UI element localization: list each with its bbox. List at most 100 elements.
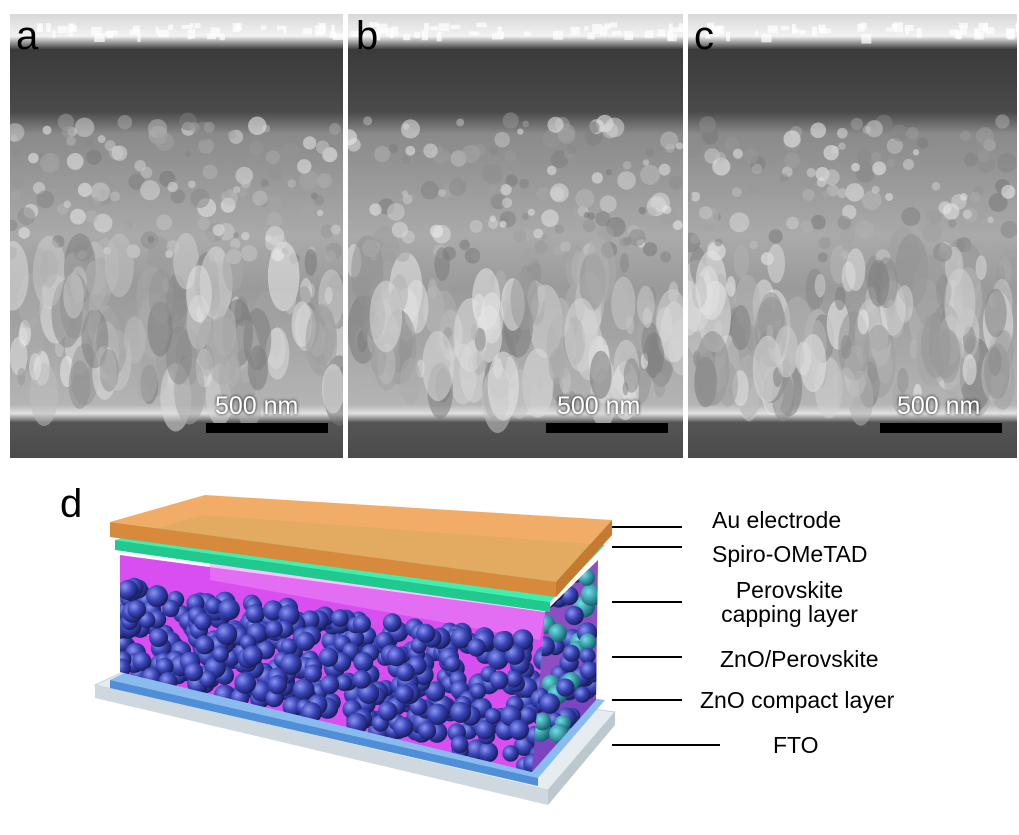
- sphere: [352, 670, 371, 689]
- grain: [660, 132, 678, 150]
- grain: [780, 174, 789, 183]
- grain: [422, 331, 454, 401]
- top-grain: [439, 23, 450, 31]
- grain: [592, 172, 603, 183]
- grain: [903, 159, 914, 170]
- grain: [837, 216, 851, 230]
- top-grain: [819, 25, 826, 34]
- grain: [749, 241, 757, 249]
- grain: [387, 203, 405, 221]
- grain: [654, 372, 666, 397]
- grain: [976, 127, 994, 145]
- grain: [917, 138, 928, 149]
- sphere: [280, 654, 302, 676]
- top-grain: [469, 31, 480, 35]
- grain: [595, 211, 610, 226]
- top-grain: [672, 27, 682, 32]
- grain: [871, 152, 881, 162]
- grain: [997, 153, 1016, 172]
- layer-label: ZnO/Perovskite: [720, 647, 879, 671]
- sem-image: [341, 14, 694, 458]
- grain: [775, 326, 799, 378]
- top-grain: [238, 23, 242, 30]
- grain: [522, 121, 529, 128]
- grain: [699, 206, 712, 219]
- grain: [807, 168, 816, 177]
- grain: [456, 119, 464, 127]
- grain: [585, 236, 616, 304]
- grain: [434, 247, 449, 281]
- sphere: [245, 604, 264, 623]
- grain: [190, 189, 209, 208]
- sphere: [304, 665, 322, 683]
- grain: [558, 127, 575, 144]
- top-grain: [133, 26, 140, 32]
- sphere: [450, 702, 471, 723]
- sphere: [485, 708, 501, 724]
- top-grain: [430, 26, 438, 30]
- top-grain: [861, 34, 871, 44]
- sphere: [427, 704, 448, 725]
- grain: [783, 130, 800, 147]
- grain: [605, 118, 625, 138]
- grain: [105, 233, 134, 297]
- grain: [662, 205, 671, 214]
- top-grain: [658, 29, 665, 36]
- grain: [521, 248, 538, 265]
- grain: [281, 248, 287, 254]
- grain: [6, 220, 17, 231]
- grain: [213, 224, 225, 236]
- grain: [149, 269, 174, 323]
- top-grain: [609, 23, 617, 28]
- grain: [69, 361, 91, 409]
- top-grain: [158, 30, 169, 37]
- grain: [600, 195, 617, 212]
- grain: [960, 131, 971, 142]
- grain: [683, 138, 703, 158]
- grain: [837, 367, 856, 408]
- grain: [465, 248, 481, 264]
- grain: [745, 325, 757, 352]
- sphere: [578, 569, 595, 586]
- top-grain: [893, 22, 903, 32]
- top-grain: [330, 32, 336, 39]
- grain: [6, 123, 25, 142]
- grain: [363, 116, 372, 125]
- grain: [605, 169, 612, 176]
- layer-label: ZnO compact layer: [700, 688, 894, 712]
- grain: [669, 176, 683, 190]
- grain: [623, 161, 632, 170]
- grain: [803, 178, 813, 188]
- layer-label: Au electrode: [712, 508, 841, 532]
- grain: [511, 269, 539, 330]
- grain: [906, 127, 919, 140]
- scale-bar-label: 500 nm: [897, 393, 980, 419]
- sphere: [502, 745, 519, 762]
- top-grain: [108, 31, 118, 35]
- top-grain: [188, 30, 192, 39]
- top-grain: [955, 31, 962, 39]
- grain: [364, 377, 371, 392]
- top-grain: [498, 27, 502, 33]
- grain: [233, 186, 240, 193]
- grain: [922, 223, 942, 243]
- grain: [646, 149, 655, 158]
- grain: [421, 181, 439, 199]
- grain: [639, 207, 647, 215]
- grain: [369, 203, 381, 215]
- grain: [1001, 221, 1018, 238]
- top-grain: [331, 25, 335, 32]
- top-grain: [403, 34, 410, 40]
- grain: [70, 209, 86, 225]
- grain: [110, 191, 120, 201]
- grain: [275, 169, 282, 176]
- grain: [66, 136, 76, 146]
- grain: [668, 281, 678, 303]
- top-grain: [974, 32, 984, 40]
- grain: [963, 354, 977, 385]
- grain: [489, 215, 496, 222]
- grain: [964, 153, 978, 167]
- sphere: [563, 645, 580, 662]
- grain: [494, 132, 510, 148]
- grain: [118, 115, 133, 130]
